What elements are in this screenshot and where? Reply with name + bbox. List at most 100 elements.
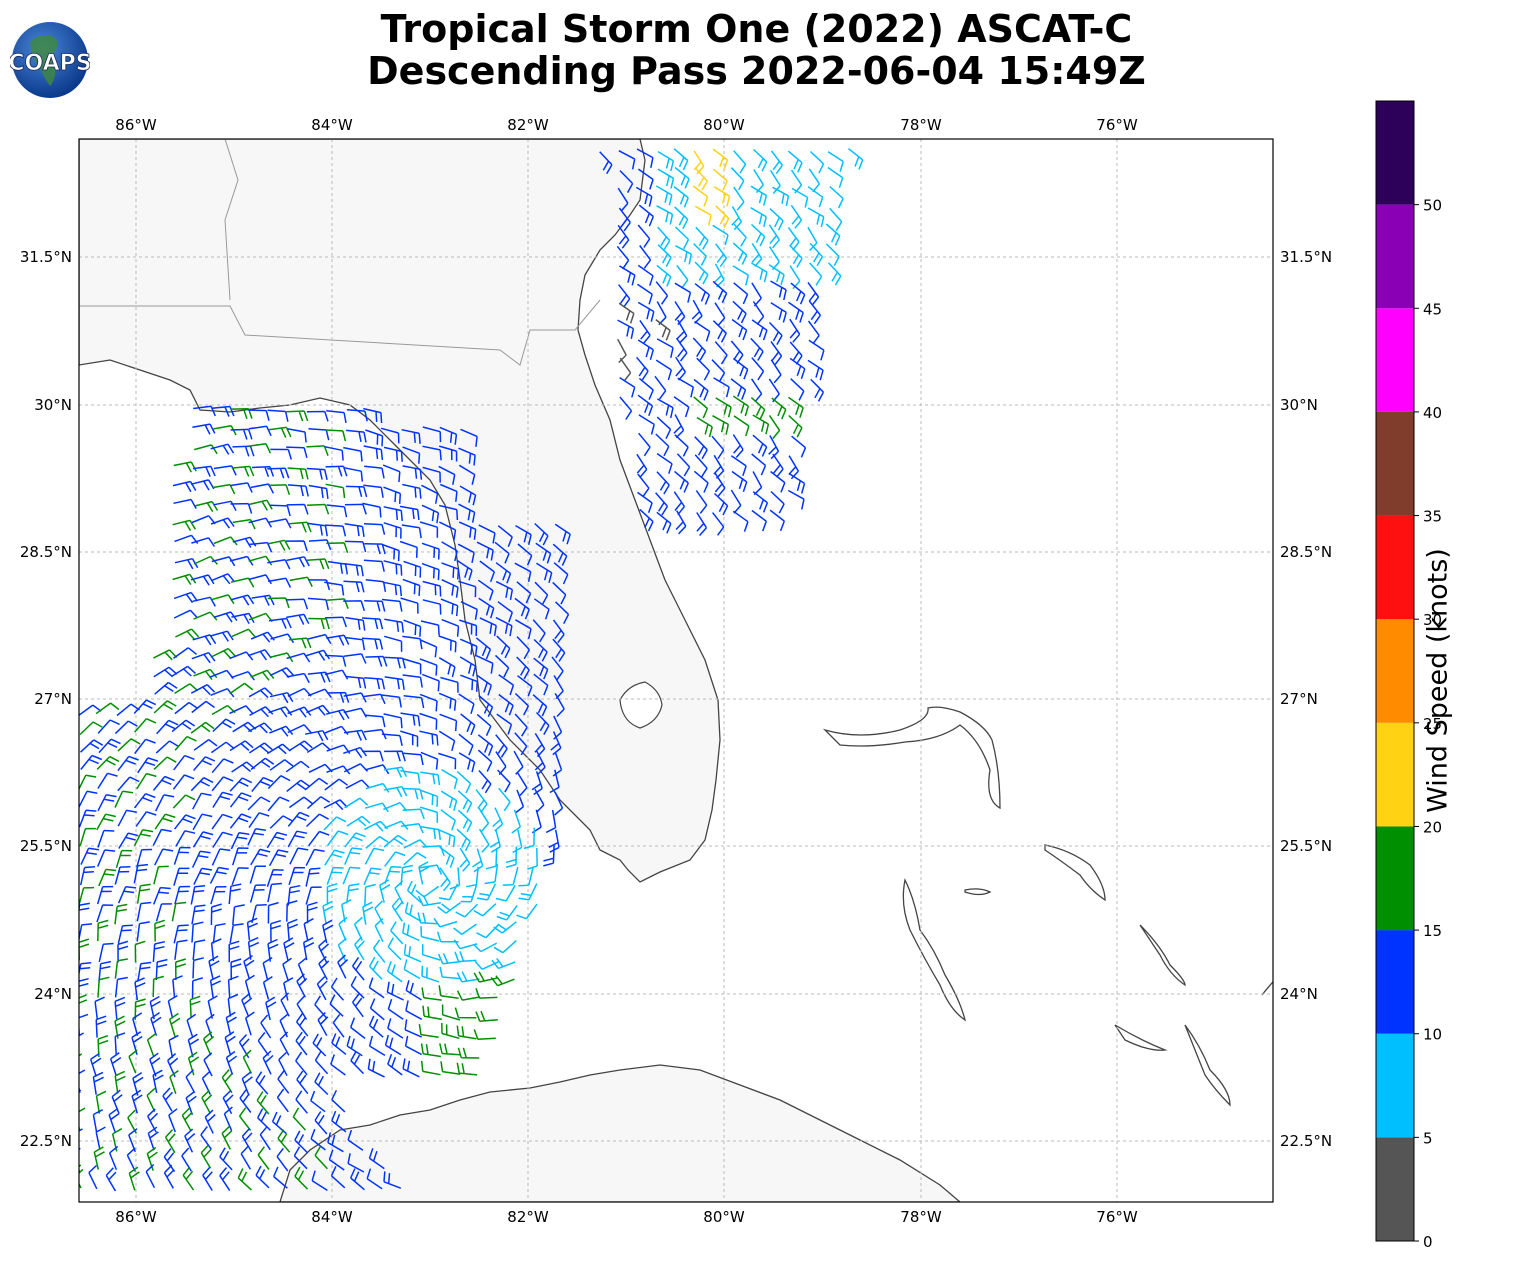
colorbar-frame (1375, 100, 1415, 1242)
wind-barb (343, 653, 367, 664)
wind-barb (673, 148, 689, 171)
wind-barb (346, 1035, 363, 1057)
wind-barb (267, 409, 289, 422)
wind-barb (210, 517, 235, 529)
wind-barb (518, 883, 538, 901)
wind-barb (496, 713, 513, 735)
wind-barb (674, 282, 692, 303)
wind-barb (289, 576, 313, 587)
wind-barb (162, 1087, 174, 1112)
wind-barb (516, 772, 528, 796)
wind-barb (712, 512, 725, 536)
wind-barb (249, 499, 273, 511)
wind-barb (458, 521, 477, 540)
wind-barb (249, 884, 266, 903)
wind-barb (94, 996, 105, 1020)
wind-barb (307, 633, 332, 644)
wind-barb (308, 428, 330, 441)
wind-barb (618, 207, 631, 232)
wind-barb (95, 1015, 107, 1038)
wind-barb (344, 540, 367, 553)
wind-barb (399, 505, 420, 520)
wind-barb (554, 523, 571, 545)
wind-barb (402, 922, 420, 942)
wind-barb (305, 848, 325, 866)
wind-barb (363, 867, 382, 886)
wind-barb (96, 755, 120, 770)
wind-barb (246, 917, 258, 941)
wind-barb (403, 619, 422, 637)
wind-barb (751, 262, 768, 283)
colorbar-bin (1376, 411, 1414, 516)
wind-barb (152, 828, 172, 846)
wind-barb (770, 490, 785, 514)
wind-barb (211, 776, 234, 792)
wind-barb (154, 681, 178, 695)
wind-barb (731, 318, 748, 341)
wind-barb (171, 901, 187, 922)
wind-barb (827, 151, 844, 172)
colorbar-bin (1376, 930, 1414, 1034)
wind-barb (657, 168, 675, 189)
wind-barb (330, 1165, 346, 1189)
wind-barb (493, 940, 517, 954)
wind-barb (239, 1089, 252, 1113)
wind-barb (316, 976, 328, 1001)
wind-barb (344, 503, 367, 515)
wind-barb (636, 356, 649, 381)
wind-barb (229, 923, 244, 944)
wind-barb (789, 265, 801, 290)
wind-barb (225, 1050, 238, 1075)
wind-barb (531, 771, 543, 796)
wind-barb (496, 904, 518, 921)
wind-barb (456, 770, 472, 794)
wind-barb (277, 1070, 290, 1094)
wind-barb (460, 884, 478, 903)
wind-barb (351, 956, 365, 981)
wind-barb (363, 445, 384, 460)
wind-barb (384, 1034, 402, 1056)
wind-barb (224, 1031, 236, 1055)
wind-barb (384, 851, 406, 867)
wind-barb (420, 1060, 441, 1076)
wind-barb (363, 559, 385, 572)
wind-barb (494, 541, 510, 564)
wind-barb (314, 1051, 329, 1075)
wind-barb (787, 489, 805, 510)
wind-barb (167, 994, 178, 1019)
wind-barb (390, 921, 404, 945)
wind-barb (656, 264, 672, 287)
wind-barb (248, 425, 272, 437)
wind-barb (286, 503, 309, 515)
lat-label-left: 25.5°N (20, 837, 72, 855)
wind-barb (191, 651, 216, 664)
wind-barb (417, 912, 439, 925)
wind-barb (79, 827, 96, 847)
wind-barb (190, 885, 206, 905)
wind-barb (368, 956, 383, 980)
wind-barb (478, 524, 496, 544)
colorbar-bin (1376, 722, 1414, 827)
wind-barb (286, 613, 310, 625)
wind-barb (137, 757, 159, 774)
wind-barb (286, 918, 299, 942)
wind-barb (136, 921, 150, 942)
wind-barb (379, 879, 391, 903)
wind-barb (118, 832, 139, 849)
wind-barb (455, 903, 479, 918)
wind-barb (715, 205, 730, 229)
wind-barb (305, 886, 322, 905)
wind-barb (192, 957, 204, 979)
wind-barb (475, 637, 492, 660)
wind-barb (523, 827, 536, 850)
wind-barb (117, 940, 129, 963)
wind-barb (257, 1032, 270, 1056)
wind-barb (374, 900, 384, 925)
wind-barb (249, 706, 274, 718)
wind-barb (326, 634, 350, 646)
wind-barb (440, 809, 457, 831)
wind-barb (308, 484, 329, 499)
wind-barb (438, 657, 456, 678)
lon-label-top: 76°W (1096, 116, 1138, 134)
